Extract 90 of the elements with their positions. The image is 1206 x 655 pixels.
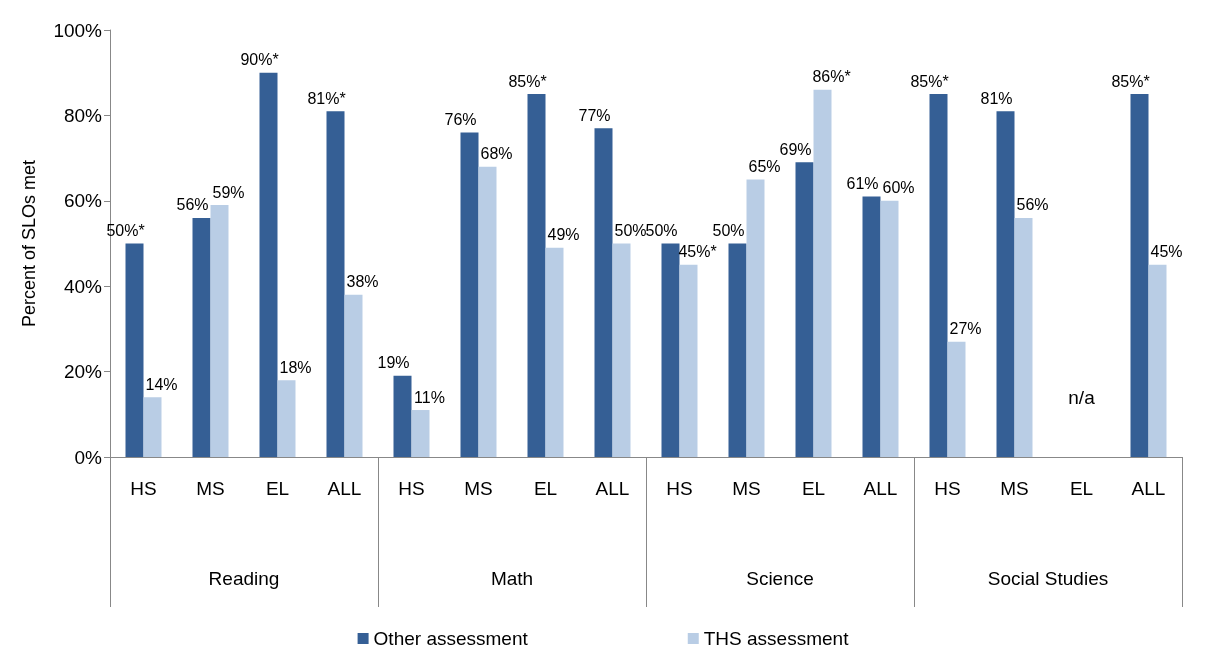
bar [1014,217,1033,457]
data-label: 61% [846,175,879,193]
x-tick-label: HS [398,478,425,499]
x-tick-label: MS [1000,478,1029,499]
y-tick-label: 80% [63,104,103,126]
bar [594,128,613,457]
data-label: 50% [614,222,647,239]
data-label: 59% [212,183,245,201]
x-tick-label: MS [464,478,493,499]
x-tick-label: HS [934,478,961,499]
bar [1130,94,1149,457]
data-label: 85%* [910,72,949,90]
bar [210,205,229,457]
data-label: 50% [645,222,678,239]
data-label: 85%* [1111,72,1150,90]
y-tick-label: 60% [63,190,103,212]
legend-label: Other assessment [373,628,529,649]
bar [460,132,479,457]
bar [326,111,345,457]
data-label: 69% [779,140,812,158]
bar [344,294,363,457]
bar [862,196,881,457]
data-label: 81%* [307,89,346,107]
bar [411,410,430,457]
bar [192,217,211,457]
x-tick-label: HS [130,478,157,499]
x-tick-label: ALL [327,478,362,499]
bar [929,94,948,457]
bar [947,341,966,457]
data-label: 27% [949,320,982,338]
text: n/a [1068,386,1095,408]
bar [125,243,144,457]
y-tick-label: 40% [63,275,103,297]
data-label: 56% [176,196,209,214]
x-tick-label: EL [533,478,558,499]
data-label: 81% [980,89,1013,107]
text: Math [490,568,534,589]
data-label: 50%* [106,222,145,239]
bar [813,89,832,457]
bar [259,72,278,457]
bar [527,94,546,457]
data-label: 65% [748,157,781,175]
bar [880,200,899,457]
bar [612,243,631,457]
bar [277,380,296,457]
bar [478,166,497,457]
data-label: 38% [346,273,379,291]
bar [1148,264,1167,457]
data-label: 49% [547,226,580,244]
x-tick-label: MS [732,478,761,499]
text: Reading [208,568,280,589]
bar [728,243,747,457]
bar [996,111,1015,457]
bar [545,247,564,457]
data-label: 45% [1150,243,1183,261]
x-tick-label: ALL [595,478,630,499]
bar [393,375,412,457]
text: Social Studies [987,568,1109,589]
data-label: 77% [578,106,611,124]
data-label: 50% [712,222,745,239]
x-tick-label: ALL [1131,478,1166,499]
data-label: 19% [377,354,410,372]
bar [795,162,814,457]
y-tick-label: 0% [74,446,103,468]
data-label: 45%* [678,243,717,261]
bar [679,264,698,457]
data-label: 76% [444,110,477,128]
x-tick-label: HS [666,478,693,499]
data-label: 11% [414,388,445,406]
data-label: 86%* [812,68,851,86]
data-label: 90%* [240,51,279,69]
data-label: 14% [145,375,178,393]
bar [143,397,162,457]
y-axis-title: Percent of SLOs met [19,159,39,328]
data-label: 60% [882,179,915,197]
x-tick-label: EL [265,478,290,499]
legend-label: THS assessment [703,628,850,649]
y-tick-label: 100% [53,19,103,41]
data-label: 18% [279,358,312,376]
bar [746,179,765,457]
data-label: 85%* [508,72,547,90]
bar [661,243,680,457]
data-label: 68% [480,145,513,163]
text: Science [746,568,814,589]
x-tick-label: EL [1069,478,1094,499]
data-label: 56% [1016,196,1049,214]
y-tick-label: 20% [63,361,103,383]
x-tick-label: ALL [863,478,898,499]
x-tick-label: EL [801,478,826,499]
x-tick-label: MS [196,478,225,499]
